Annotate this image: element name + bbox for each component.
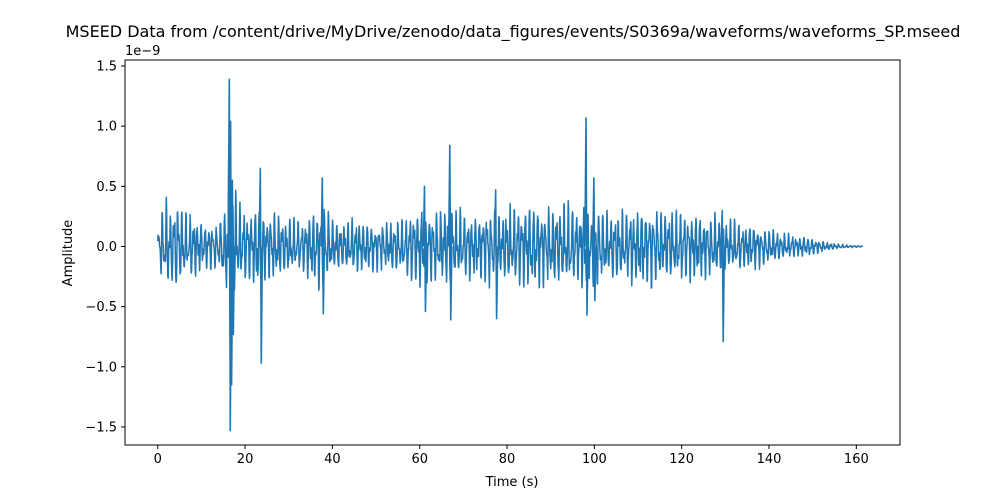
- waveform-peak-spike: [320, 177, 326, 315]
- waveform-peak-spike: [591, 177, 597, 302]
- x-tick-label: 140: [757, 452, 782, 467]
- waveform-peaks: [227, 78, 726, 432]
- waveform-series-line: [157, 153, 864, 346]
- y-tick-label: −1.0: [85, 360, 117, 375]
- waveform-peak-spike: [447, 144, 453, 321]
- waveform-peak-spike: [230, 179, 236, 336]
- x-tick-label: 60: [411, 452, 428, 467]
- waveform-peak-spike: [422, 185, 428, 313]
- x-tick-label: 100: [582, 452, 607, 467]
- x-tick-label: 120: [669, 452, 694, 467]
- x-tick-label: 40: [324, 452, 341, 467]
- y-tick-label: 0.0: [96, 240, 117, 255]
- waveform-peak-spike: [258, 167, 264, 364]
- plot-frame: [124, 59, 901, 446]
- y-tick-label: 1.0: [96, 120, 117, 135]
- y-tick-label: −0.5: [85, 300, 117, 315]
- x-axis: 0 20 40 60 80 100 120 140 160: [154, 445, 869, 467]
- x-tick-label: 160: [844, 452, 869, 467]
- waveform-peak-spike: [493, 189, 499, 320]
- y-tick-label: 0.5: [96, 180, 117, 195]
- y-axis: −1.5 −1.0 −0.5 0.0 0.5 1.0 1.5: [85, 60, 125, 435]
- y-axis-label: Amplitude: [61, 220, 76, 287]
- x-tick-label: 80: [499, 452, 516, 467]
- y-tick-label: −1.5: [85, 420, 117, 435]
- x-tick-label: 0: [154, 452, 162, 467]
- waveform-peak-spike: [584, 116, 589, 316]
- waveform-peak-spike: [228, 120, 234, 386]
- y-tick-label: 1.5: [96, 60, 117, 75]
- x-axis-label: Time (s): [485, 475, 539, 490]
- waveform-peak-spike: [720, 209, 726, 343]
- x-tick-label: 20: [237, 452, 254, 467]
- y-offset-label: 1e−9: [125, 44, 160, 59]
- chart-title: MSEED Data from /content/drive/MyDrive/z…: [66, 22, 961, 42]
